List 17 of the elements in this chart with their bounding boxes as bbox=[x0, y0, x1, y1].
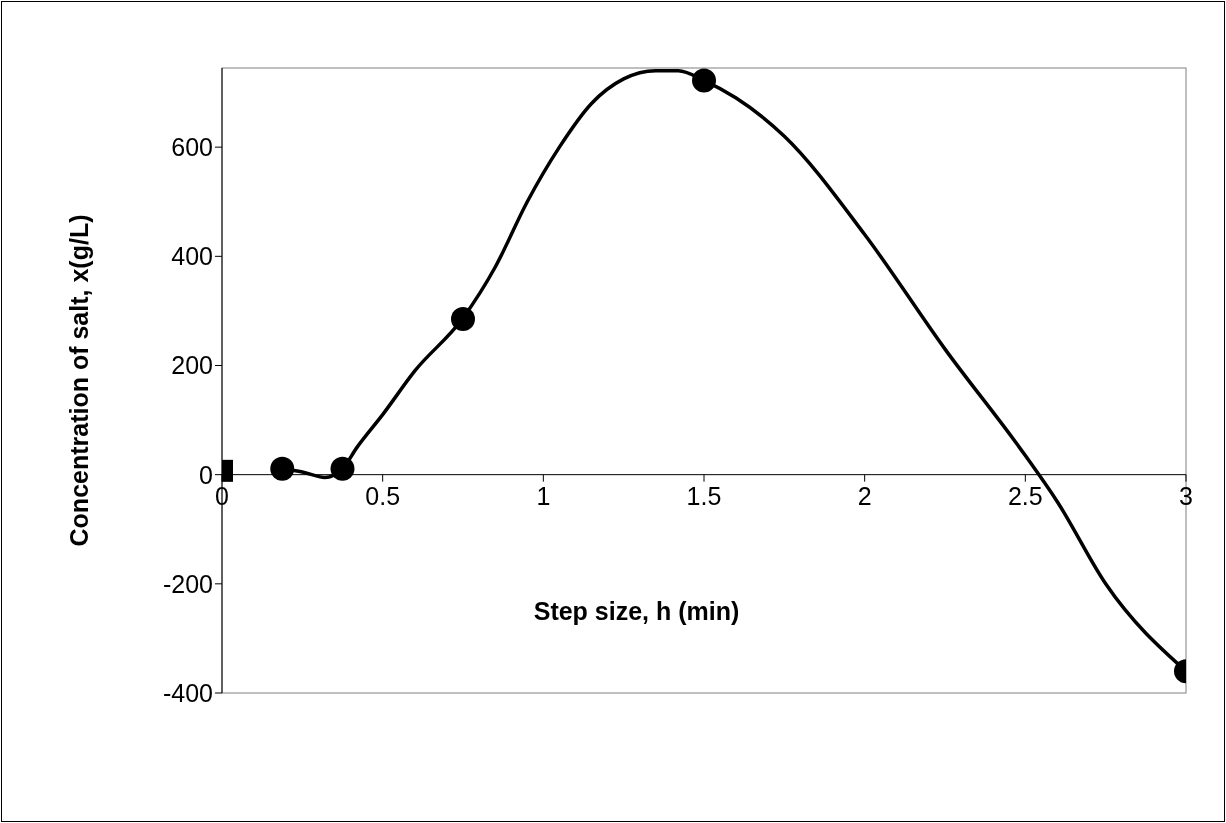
y-tick-label: 0 bbox=[199, 460, 213, 489]
y-tick-label: 400 bbox=[171, 242, 213, 271]
x-tick-label: 2.5 bbox=[1007, 481, 1043, 510]
y-tick-label: -400 bbox=[162, 678, 213, 707]
point bbox=[451, 307, 475, 332]
y-tick-label: 600 bbox=[171, 133, 213, 162]
point bbox=[330, 456, 355, 481]
x-tick-label: 0.5 bbox=[365, 481, 401, 510]
x-axis-title: Step size, h (min) bbox=[533, 596, 740, 625]
y-axis-title: Concentration of salt, x(g/L) bbox=[65, 214, 93, 547]
x-tick-label: 1 bbox=[536, 481, 551, 510]
y-tick-label: -200 bbox=[162, 569, 213, 598]
x-tick-label: 1.5 bbox=[686, 481, 722, 510]
x-tick-label: 2 bbox=[857, 481, 872, 510]
x-tick-label: 3 bbox=[1179, 481, 1193, 510]
y-tick-label: 200 bbox=[171, 351, 213, 380]
point bbox=[270, 456, 295, 481]
